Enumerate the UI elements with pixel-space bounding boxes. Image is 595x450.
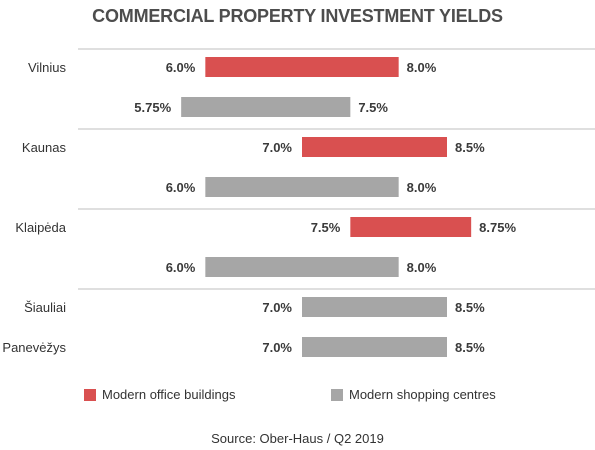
legend-item-office: Modern office buildings — [84, 387, 235, 402]
category-label-vilnius: Vilnius — [28, 60, 67, 75]
bar-row-1-shopping — [181, 97, 351, 117]
chart-legend: Modern office buildings Modern shopping … — [0, 387, 595, 407]
min-label-kaunas-office: 7.0% — [262, 140, 292, 155]
bar-row-3-shopping — [205, 177, 399, 197]
chart-title: COMMERCIAL PROPERTY INVESTMENT YIELDS — [92, 6, 503, 26]
bar-row-5-shopping — [205, 257, 399, 277]
min-label-klaipeda-office: 7.5% — [311, 220, 341, 235]
max-label-vilnius-office: 8.0% — [407, 60, 437, 75]
source-note: Source: Ober-Haus / Q2 2019 — [211, 431, 384, 446]
bar-panevezys-shopping — [302, 337, 447, 357]
min-label-siauliai-shopping: 7.0% — [262, 300, 292, 315]
category-label-kaunas: Kaunas — [22, 140, 67, 155]
max-label-panevezys-shopping: 8.5% — [455, 340, 485, 355]
min-label-row-1-shopping: 5.75% — [134, 100, 171, 115]
bar-vilnius-office — [205, 57, 399, 77]
max-label-siauliai-shopping: 8.5% — [455, 300, 485, 315]
max-label-row-5-shopping: 8.0% — [407, 260, 437, 275]
category-label-klaipeda: Klaipėda — [15, 220, 66, 235]
category-label-siauliai: Šiauliai — [24, 300, 66, 315]
legend-item-shopping: Modern shopping centres — [331, 387, 496, 402]
bar-siauliai-shopping — [302, 297, 447, 317]
legend-label-shopping: Modern shopping centres — [349, 387, 496, 402]
legend-label-office: Modern office buildings — [102, 387, 236, 402]
bar-kaunas-office — [302, 137, 447, 157]
max-label-row-3-shopping: 8.0% — [407, 180, 437, 195]
bar-klaipeda-office — [350, 217, 472, 237]
legend-swatch-shopping — [331, 388, 343, 401]
min-label-row-3-shopping: 6.0% — [166, 180, 196, 195]
category-label-panevezys: Panevėžys — [2, 340, 66, 355]
max-label-row-1-shopping: 7.5% — [358, 100, 388, 115]
max-label-kaunas-office: 8.5% — [455, 140, 485, 155]
min-label-panevezys-shopping: 7.0% — [262, 340, 292, 355]
max-label-klaipeda-office: 8.75% — [479, 220, 516, 235]
min-label-vilnius-office: 6.0% — [166, 60, 196, 75]
legend-swatch-office — [84, 388, 96, 401]
min-label-row-5-shopping: 6.0% — [166, 260, 196, 275]
range-bar-chart: Vilnius 6.0% 8.0% 5.75% 7.5% Kaunas 7.0% 8.5% 6.… — [2, 48, 595, 357]
